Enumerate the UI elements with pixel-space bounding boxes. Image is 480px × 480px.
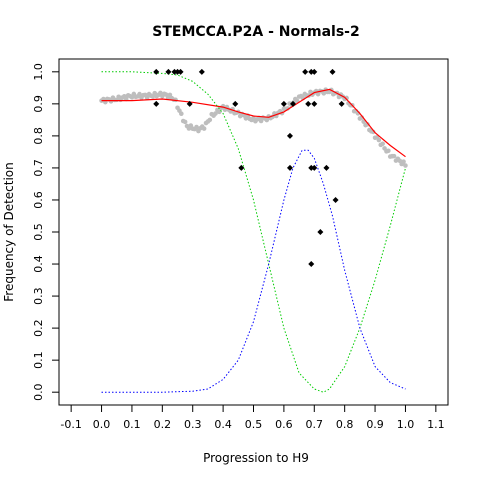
smoothed-point (294, 98, 300, 104)
smoothed-point (144, 95, 150, 101)
x-tick-label: 0.8 (336, 418, 354, 431)
data-point (171, 68, 178, 75)
smoothed-point (391, 153, 397, 159)
y-tick-label: 0.2 (32, 319, 45, 337)
x-tick-label: 0.0 (93, 418, 111, 431)
data-point (280, 100, 287, 107)
data-point (329, 68, 336, 75)
smoothed-point (344, 95, 349, 101)
data-point (153, 100, 160, 107)
fit-curve (101, 88, 406, 158)
smoothed-point (321, 91, 327, 96)
y-tick-label: 0.6 (32, 191, 45, 209)
data-point (311, 100, 318, 107)
data-point (317, 229, 324, 235)
x-tick-label: 0.3 (184, 418, 202, 431)
smoothed-point (401, 159, 406, 164)
x-tick-label: 0.2 (154, 418, 172, 431)
data-point (338, 100, 345, 107)
data-point (311, 68, 318, 75)
y-axis-label: Frequency of Detection (2, 162, 16, 301)
data-point (198, 68, 205, 75)
x-tick-label: 0.9 (366, 418, 384, 431)
smoothed-point (194, 124, 199, 130)
data-point (238, 164, 245, 171)
y-tick-label: 0.3 (32, 287, 45, 305)
data-point (174, 68, 181, 75)
x-tick-label: 0.1 (123, 418, 141, 431)
dotted-curve (101, 149, 406, 393)
y-tick-label: 1.0 (32, 63, 45, 81)
y-tick-label: 0.8 (32, 127, 45, 145)
smoothed-point (376, 137, 382, 143)
x-tick-label: -0.1 (60, 418, 81, 431)
data-point (332, 196, 339, 203)
data-point (311, 164, 318, 171)
x-tick-label: 0.5 (245, 418, 263, 431)
x-tick-label: 0.4 (214, 418, 232, 431)
data-point (286, 164, 293, 171)
y-tick-label: 0.0 (32, 383, 45, 401)
smoothed-point (129, 95, 135, 100)
data-point (286, 132, 293, 139)
data-point (153, 68, 160, 75)
chart-title: STEMCCA.P2A - Normals-2 (152, 24, 359, 40)
data-point (308, 261, 315, 268)
y-tick-label: 0.7 (32, 159, 45, 177)
y-tick-label: 0.9 (32, 95, 45, 113)
smoothed-point (182, 119, 188, 125)
y-tick-label: 0.4 (32, 255, 45, 273)
plot-frame (58, 58, 449, 406)
x-tick-label: 1.1 (427, 418, 445, 431)
data-point (290, 100, 297, 107)
smoothed-point (386, 148, 391, 154)
x-axis: -0.1 0.0 0.1 0.2 0.3 0.4 0.5 0.6 0.7 0.8 0.9 1.0 1.1 (60, 405, 445, 431)
x-tick-label: 1.0 (397, 418, 415, 431)
smoothed-point (258, 118, 264, 124)
data-point (308, 164, 315, 171)
smoothed-point (201, 126, 207, 131)
smoothed-point (179, 111, 184, 117)
data-point (165, 68, 172, 75)
x-tick-label: 0.6 (275, 418, 293, 431)
data-point (323, 164, 330, 171)
dotted-curve (101, 71, 406, 393)
x-axis-label: Progression to H9 (203, 451, 309, 465)
data-point (232, 100, 239, 107)
series-layer (99, 68, 408, 393)
y-axis: 0.0 0.1 0.2 0.3 0.4 0.5 0.6 0.7 0.8 0.9 1.0 (32, 63, 59, 401)
data-point (302, 68, 309, 75)
y-tick-label: 0.1 (32, 351, 45, 369)
smoothed-point (150, 94, 156, 99)
smoothed-point (380, 141, 385, 147)
smoothed-point (207, 117, 213, 123)
smoothed-point (403, 163, 408, 168)
data-point (177, 68, 184, 75)
y-tick-label: 0.5 (32, 223, 45, 241)
x-tick-label: 0.7 (306, 418, 324, 431)
smoothed-point (264, 117, 270, 123)
data-point (305, 100, 312, 107)
smoothed-point (213, 111, 218, 116)
smoothed-point (365, 122, 370, 127)
data-point (186, 100, 193, 107)
data-point (308, 68, 315, 75)
smoothed-point (137, 91, 142, 97)
